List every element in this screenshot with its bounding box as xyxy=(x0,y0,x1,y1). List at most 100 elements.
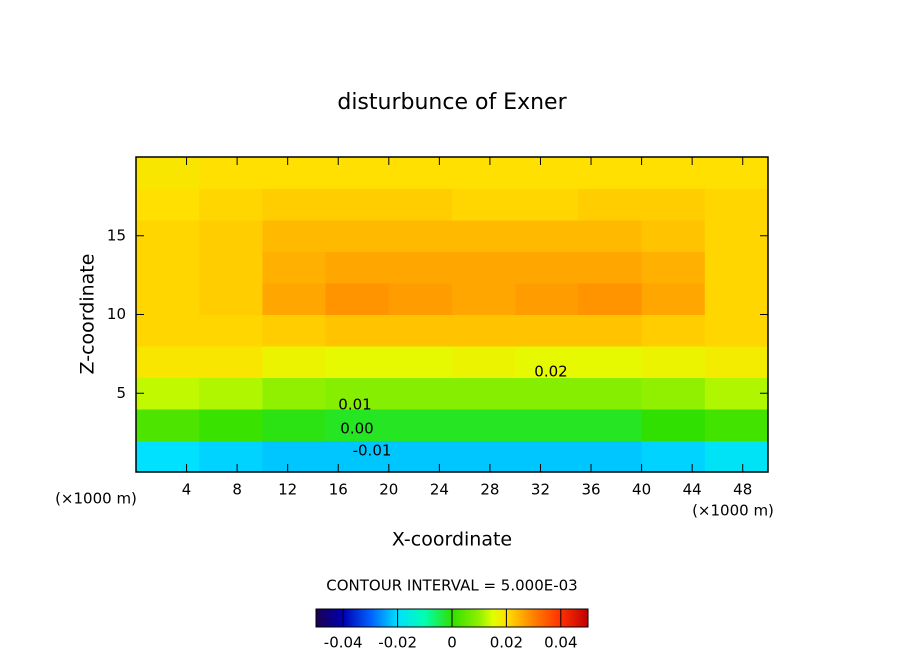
cell xyxy=(136,377,200,410)
x-tick-label: 28 xyxy=(480,481,499,499)
cell xyxy=(704,283,769,315)
cell xyxy=(262,188,327,221)
cell xyxy=(325,157,390,189)
cell xyxy=(515,283,579,315)
cell xyxy=(199,346,263,378)
cell xyxy=(262,409,327,441)
cell xyxy=(199,409,263,441)
cell xyxy=(515,377,579,410)
cell xyxy=(704,409,769,441)
cell xyxy=(199,188,263,221)
cell xyxy=(136,409,200,441)
cell xyxy=(641,314,706,347)
cell xyxy=(388,188,453,221)
cell xyxy=(704,188,769,221)
cell xyxy=(515,346,579,378)
cell xyxy=(262,283,327,315)
x-tick-label: 4 xyxy=(182,481,192,499)
contour-interval: CONTOUR INTERVAL = 5.000E-03 xyxy=(326,577,577,595)
cell xyxy=(704,314,769,347)
cell xyxy=(452,188,516,221)
cell xyxy=(641,220,706,252)
contour-label: 0.01 xyxy=(338,396,371,414)
cell xyxy=(262,314,327,347)
cell xyxy=(199,440,263,473)
cell xyxy=(262,377,327,410)
cell xyxy=(136,157,200,189)
cell xyxy=(641,283,706,315)
cell xyxy=(704,440,769,473)
y-tick-label: 10 xyxy=(107,305,126,323)
cell xyxy=(578,188,643,221)
cell xyxy=(515,440,579,473)
cell xyxy=(452,283,516,315)
cell xyxy=(136,440,200,473)
x-tick-label: 20 xyxy=(379,481,398,499)
cell xyxy=(452,377,516,410)
cell xyxy=(199,377,263,410)
contour-label: 0.02 xyxy=(534,363,567,381)
cell xyxy=(704,346,769,378)
cell xyxy=(136,283,200,315)
cell xyxy=(199,157,263,189)
cell xyxy=(388,251,453,284)
x-tick-label: 16 xyxy=(329,481,348,499)
cell xyxy=(578,314,643,347)
cell xyxy=(262,157,327,189)
x-tick-label: 36 xyxy=(581,481,600,499)
cell xyxy=(262,440,327,473)
cell xyxy=(704,220,769,252)
cell xyxy=(515,409,579,441)
x-tick-label: 24 xyxy=(430,481,449,499)
cell xyxy=(325,377,390,410)
x-tick-label: 8 xyxy=(232,481,242,499)
cell xyxy=(578,440,643,473)
cell xyxy=(325,409,390,441)
cell xyxy=(199,251,263,284)
cell xyxy=(388,409,453,441)
cell xyxy=(578,346,643,378)
cell xyxy=(136,346,200,378)
x-tick-label: 40 xyxy=(632,481,651,499)
x-tick-label: 44 xyxy=(683,481,702,499)
cell xyxy=(136,251,200,284)
cell xyxy=(325,440,390,473)
y-tick-label: 15 xyxy=(107,226,126,244)
cell xyxy=(136,220,200,252)
cell xyxy=(199,220,263,252)
cell xyxy=(641,377,706,410)
cell xyxy=(388,346,453,378)
colorbar-tick-label: -0.04 xyxy=(324,634,363,652)
cell xyxy=(704,251,769,284)
y-axis-label: Z-coordinate xyxy=(77,254,99,375)
cell xyxy=(262,251,327,284)
cell xyxy=(641,409,706,441)
x-tick-label: 12 xyxy=(278,481,297,499)
cell xyxy=(515,157,579,189)
cell xyxy=(641,251,706,284)
y-unit: (×1000 m) xyxy=(55,490,137,508)
x-axis-label: X-coordinate xyxy=(392,529,512,551)
contour-label: -0.01 xyxy=(353,442,392,460)
cell xyxy=(262,220,327,252)
cell xyxy=(325,188,390,221)
colorbar-tick-label: 0.04 xyxy=(544,634,577,652)
cell xyxy=(578,377,643,410)
cell xyxy=(199,314,263,347)
cell xyxy=(452,440,516,473)
cell xyxy=(515,220,579,252)
cell xyxy=(388,440,453,473)
cell xyxy=(578,409,643,441)
cell xyxy=(515,251,579,284)
colorbar-tick-label: 0.02 xyxy=(490,634,523,652)
x-tick-label: 32 xyxy=(531,481,550,499)
cell xyxy=(578,251,643,284)
cell xyxy=(325,283,390,315)
cell xyxy=(388,220,453,252)
y-tick-label: 5 xyxy=(116,384,126,402)
chart-title: disturbunce of Exner xyxy=(337,90,567,115)
x-tick-label: 48 xyxy=(733,481,752,499)
cell xyxy=(388,377,453,410)
cell xyxy=(641,346,706,378)
